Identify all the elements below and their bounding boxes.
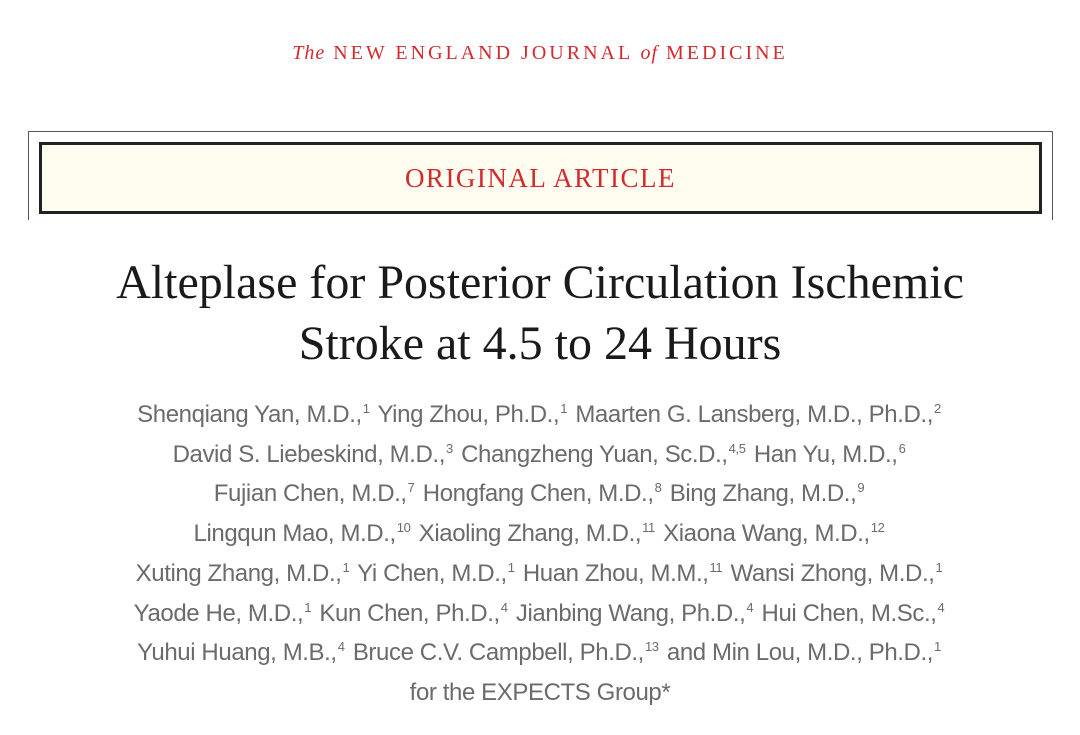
author-name: Yaode He, M.D., (133, 599, 304, 627)
author-name: and Min Lou, M.D., Ph.D., (666, 639, 934, 667)
affiliation-superscript: 13 (644, 639, 659, 655)
author-list: Shenqiang Yan, M.D.,1 Ying Zhou, Ph.D.,1… (0, 397, 1080, 712)
section-banner: ORIGINAL ARTICLE (39, 142, 1042, 214)
affiliation-superscript: 1 (934, 639, 941, 655)
affiliation-superscript: 3 (445, 440, 453, 456)
author-name: for the EXPECTS Group* (409, 678, 671, 706)
author-line: Shenqiang Yan, M.D.,1 Ying Zhou, Ph.D.,1… (0, 397, 1080, 437)
journal-the: The (292, 42, 326, 64)
author-name: Maarten G. Lansberg, M.D., Ph.D., (575, 401, 933, 428)
author-name: Jianbing Wang, Ph.D., (515, 599, 746, 627)
affiliation-superscript: 11 (642, 520, 655, 536)
affiliation-superscript: 1 (304, 599, 312, 615)
journal-of: of (640, 42, 658, 64)
author-name: Bing Zhang, M.D., (669, 480, 857, 508)
author-line: David S. Liebeskind, M.D.,3 Changzheng Y… (0, 437, 1080, 477)
journal-name-1: NEW ENGLAND JOURNAL (333, 42, 633, 64)
author-line: Yaode He, M.D.,1 Kun Chen, Ph.D.,4 Jianb… (0, 596, 1080, 636)
author-name: Bruce C.V. Campbell, Ph.D., (352, 639, 645, 667)
affiliation-superscript: 8 (654, 480, 662, 496)
section-frame (28, 131, 1053, 220)
author-name: Hui Chen, M.Sc., (761, 599, 937, 627)
affiliation-superscript: 2 (933, 401, 941, 416)
author-name: Shenqiang Yan, M.D., (137, 401, 362, 428)
author-line: Yuhui Huang, M.B.,4 Bruce C.V. Campbell,… (0, 635, 1080, 675)
journal-name-2: MEDICINE (666, 42, 788, 64)
article-title-line-1: Alteplase for Posterior Circulation Isch… (116, 256, 964, 309)
author-line: Lingqun Mao, M.D.,10 Xiaoling Zhang, M.D… (0, 516, 1080, 556)
author-name: Han Yu, M.D., (753, 440, 898, 468)
author-name: Xuting Zhang, M.D., (135, 559, 342, 587)
author-name: Fujian Chen, M.D., (213, 480, 407, 508)
author-name: David S. Liebeskind, M.D., (172, 440, 446, 468)
affiliation-superscript: 10 (396, 520, 411, 536)
author-name: Wansi Zhong, M.D., (730, 559, 935, 587)
section-label: ORIGINAL ARTICLE (404, 162, 677, 193)
affiliation-superscript: 1 (362, 401, 370, 416)
affiliation-superscript: 4,5 (728, 440, 746, 456)
affiliation-superscript: 1 (560, 401, 568, 416)
affiliation-superscript: 9 (857, 480, 865, 496)
author-name: Hongfang Chen, M.D., (422, 480, 654, 508)
author-name: Xiaona Wang, M.D., (663, 520, 870, 548)
article-title-line-2: Stroke at 4.5 to 24 Hours (298, 317, 782, 370)
affiliation-superscript: 1 (935, 559, 943, 575)
author-name: Changzheng Yuan, Sc.D., (461, 440, 728, 468)
affiliation-superscript: 11 (709, 559, 723, 575)
affiliation-superscript: 1 (342, 559, 350, 575)
author-line: for the EXPECTS Group* (0, 675, 1080, 712)
author-line: Fujian Chen, M.D.,7 Hongfang Chen, M.D.,… (0, 476, 1080, 516)
affiliation-superscript: 7 (407, 480, 415, 496)
author-name: Xiaoling Zhang, M.D., (418, 520, 642, 548)
author-name: Ying Zhou, Ph.D., (377, 401, 560, 428)
affiliation-superscript: 12 (870, 520, 885, 536)
journal-masthead: The NEW ENGLAND JOURNAL of MEDICINE (0, 42, 1080, 65)
affiliation-superscript: 4 (746, 599, 754, 615)
article-title: Alteplase for Posterior Circulation Isch… (0, 252, 1080, 374)
author-name: Huan Zhou, M.M., (522, 559, 709, 587)
author-name: Yuhui Huang, M.B., (137, 639, 337, 667)
affiliation-superscript: 4 (937, 599, 945, 615)
author-line: Xuting Zhang, M.D.,1 Yi Chen, M.D.,1 Hua… (0, 556, 1080, 596)
affiliation-superscript: 4 (337, 639, 345, 655)
author-name: Yi Chen, M.D., (357, 559, 507, 587)
affiliation-superscript: 4 (500, 599, 508, 615)
affiliation-superscript: 1 (507, 559, 515, 575)
author-name: Lingqun Mao, M.D., (193, 520, 397, 548)
affiliation-superscript: 6 (898, 440, 906, 456)
author-name: Kun Chen, Ph.D., (319, 599, 500, 627)
